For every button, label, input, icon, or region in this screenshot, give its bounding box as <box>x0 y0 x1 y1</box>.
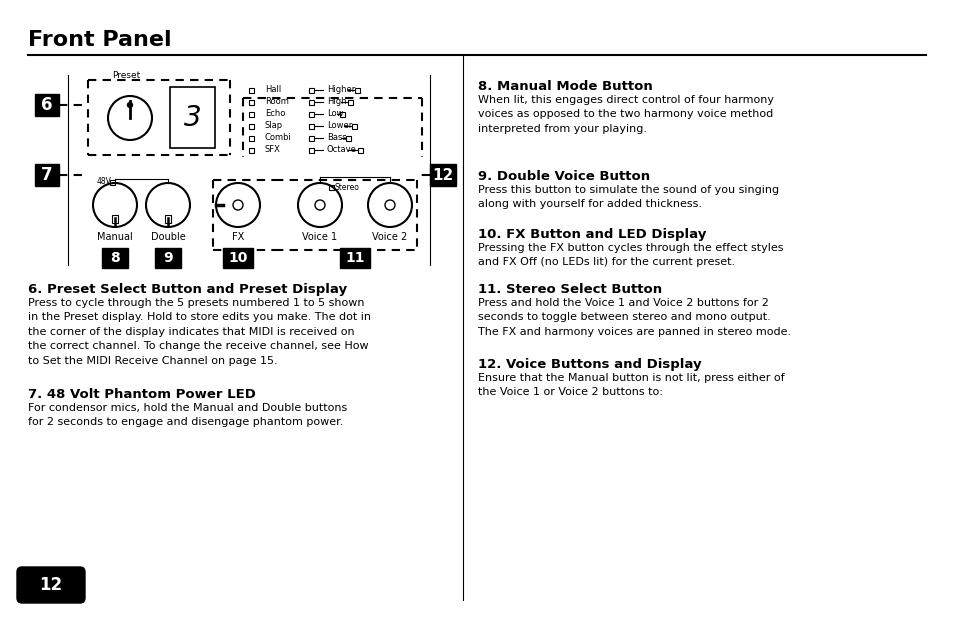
Bar <box>35 94 59 116</box>
Bar <box>249 99 254 105</box>
Text: 9: 9 <box>163 251 172 265</box>
Bar <box>102 248 128 268</box>
Text: Combi: Combi <box>265 133 292 143</box>
Text: Voice 2: Voice 2 <box>372 232 407 242</box>
Text: Low: Low <box>327 109 343 119</box>
Text: Octave: Octave <box>327 145 356 154</box>
Bar <box>309 111 314 117</box>
Text: Higher: Higher <box>327 85 355 95</box>
Bar <box>339 248 370 268</box>
Text: Preset: Preset <box>112 71 140 80</box>
Bar <box>309 99 314 105</box>
Bar <box>430 164 456 186</box>
Text: Press to cycle through the 5 presets numbered 1 to 5 shown
in the Preset display: Press to cycle through the 5 presets num… <box>28 298 371 366</box>
Text: Press this button to simulate the sound of you singing
along with yourself for a: Press this button to simulate the sound … <box>477 185 779 210</box>
Text: Hall: Hall <box>265 85 281 95</box>
Text: High: High <box>327 98 346 106</box>
FancyBboxPatch shape <box>17 567 85 603</box>
Text: Press and hold the Voice 1 and Voice 2 buttons for 2
seconds to toggle between s: Press and hold the Voice 1 and Voice 2 b… <box>477 298 790 337</box>
Bar <box>352 124 357 129</box>
Text: Slap: Slap <box>265 122 283 130</box>
Text: 6: 6 <box>41 96 52 114</box>
Bar <box>355 88 360 93</box>
Text: Stereo: Stereo <box>335 182 359 192</box>
Text: 6. Preset Select Button and Preset Display: 6. Preset Select Button and Preset Displ… <box>28 283 347 296</box>
Bar <box>249 88 254 93</box>
Text: 8: 8 <box>110 251 120 265</box>
Bar <box>170 87 214 148</box>
Bar <box>154 248 181 268</box>
Text: Manual: Manual <box>97 232 132 242</box>
Text: 9. Double Voice Button: 9. Double Voice Button <box>477 170 649 183</box>
Text: Echo: Echo <box>265 109 285 119</box>
Text: 11. Stereo Select Button: 11. Stereo Select Button <box>477 283 661 296</box>
Text: 7: 7 <box>41 166 52 184</box>
Text: 48V: 48V <box>97 177 112 187</box>
Text: SFX: SFX <box>265 145 280 154</box>
Text: 10: 10 <box>228 251 248 265</box>
Text: Ensure that the Manual button is not lit, press either of
the Voice 1 or Voice 2: Ensure that the Manual button is not lit… <box>477 373 783 397</box>
Text: Front Panel: Front Panel <box>28 30 172 50</box>
Text: 12: 12 <box>39 576 63 594</box>
Text: When lit, this engages direct control of four harmony
voices as opposed to the t: When lit, this engages direct control of… <box>477 95 773 134</box>
Text: Voice 1: Voice 1 <box>302 232 337 242</box>
Bar <box>35 164 59 186</box>
Circle shape <box>128 103 132 108</box>
Text: 8. Manual Mode Button: 8. Manual Mode Button <box>477 80 652 93</box>
Bar <box>357 148 363 153</box>
Bar <box>249 111 254 117</box>
Bar <box>249 135 254 141</box>
Bar <box>309 124 314 129</box>
Bar <box>249 124 254 129</box>
Bar <box>346 135 351 141</box>
Bar <box>309 135 314 141</box>
Text: Room: Room <box>265 98 289 106</box>
Bar <box>329 185 334 190</box>
Bar <box>309 148 314 153</box>
Text: Double: Double <box>151 232 185 242</box>
Text: 10. FX Button and LED Display: 10. FX Button and LED Display <box>477 228 705 241</box>
Bar <box>309 88 314 93</box>
Text: 7. 48 Volt Phantom Power LED: 7. 48 Volt Phantom Power LED <box>28 388 255 401</box>
Bar <box>223 248 253 268</box>
Text: Pressing the FX button cycles through the effect styles
and FX Off (no LEDs lit): Pressing the FX button cycles through th… <box>477 243 782 268</box>
Text: 3: 3 <box>184 103 201 132</box>
Text: For condensor mics, hold the Manual and Double buttons
for 2 seconds to engage a: For condensor mics, hold the Manual and … <box>28 403 347 428</box>
Bar <box>110 180 115 185</box>
Bar <box>249 148 254 153</box>
Text: 11: 11 <box>345 251 364 265</box>
Bar <box>339 111 345 117</box>
Text: Bass: Bass <box>327 133 346 143</box>
Text: 12: 12 <box>432 167 453 182</box>
Bar <box>165 215 171 223</box>
Text: Lower: Lower <box>327 122 352 130</box>
Bar <box>112 215 118 223</box>
Text: 12. Voice Buttons and Display: 12. Voice Buttons and Display <box>477 358 700 371</box>
Bar <box>348 99 354 105</box>
Text: FX: FX <box>232 232 244 242</box>
